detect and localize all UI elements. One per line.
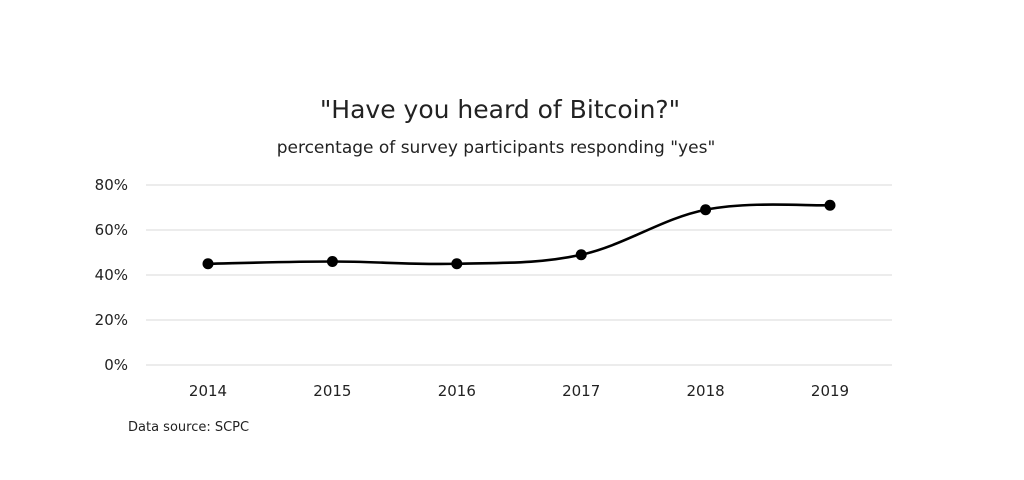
- data-point-2019: [824, 199, 836, 211]
- gridlines: [146, 184, 892, 366]
- x-tick-label: 2019: [811, 382, 849, 400]
- chart-title: "Have you heard of Bitcoin?": [320, 95, 680, 124]
- y-tick-label: 20%: [95, 311, 128, 329]
- data-point-2018: [700, 204, 712, 216]
- y-tick-label: 60%: [95, 221, 128, 239]
- data-point-2014: [202, 258, 214, 270]
- y-axis-tick-labels: 0% 20% 40% 60% 80%: [95, 176, 128, 374]
- x-tick-label: 2014: [189, 382, 227, 400]
- y-tick-label: 0%: [104, 356, 128, 374]
- x-axis-tick-labels: 2014 2015 2016 2017 2018 2019: [189, 382, 849, 400]
- series-line: [207, 203, 831, 266]
- x-tick-label: 2016: [438, 382, 476, 400]
- data-point-2017: [575, 249, 587, 261]
- chart-subtitle: percentage of survey participants respon…: [277, 138, 716, 158]
- x-tick-label: 2015: [313, 382, 351, 400]
- data-point-2015: [326, 256, 338, 267]
- y-tick-label: 40%: [95, 266, 128, 284]
- data-point-2016: [451, 258, 463, 270]
- y-tick-label: 80%: [95, 176, 128, 194]
- source-note: Data source: SCPC: [128, 420, 249, 435]
- x-tick-label: 2017: [562, 382, 600, 400]
- series-layer: [202, 199, 836, 270]
- x-tick-label: 2018: [687, 382, 725, 400]
